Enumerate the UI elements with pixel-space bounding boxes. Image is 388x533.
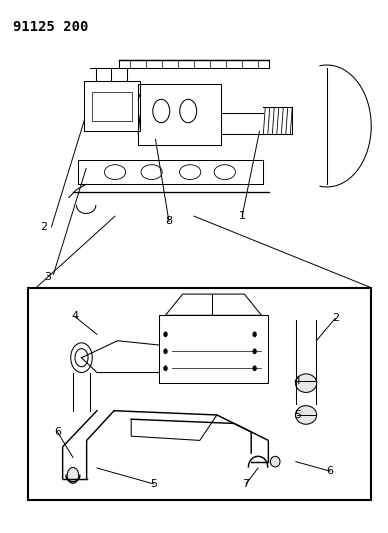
Text: 5: 5 [294, 410, 301, 420]
Text: 3: 3 [44, 272, 51, 282]
Text: 5: 5 [150, 479, 157, 489]
Text: 6: 6 [54, 427, 61, 437]
Circle shape [67, 467, 79, 483]
Circle shape [253, 332, 256, 337]
Circle shape [253, 366, 256, 371]
Text: 2: 2 [332, 313, 339, 324]
Text: 6: 6 [327, 466, 334, 476]
Text: 1: 1 [239, 211, 246, 221]
Ellipse shape [296, 374, 317, 392]
Circle shape [164, 366, 167, 371]
Ellipse shape [296, 406, 317, 424]
Circle shape [164, 349, 167, 354]
Text: 4: 4 [294, 376, 301, 386]
Ellipse shape [270, 456, 280, 467]
Text: 7: 7 [242, 479, 249, 489]
Circle shape [253, 349, 256, 354]
Text: 4: 4 [71, 311, 78, 321]
Text: 8: 8 [165, 216, 173, 227]
Circle shape [164, 332, 167, 337]
Text: 2: 2 [40, 222, 47, 232]
Text: 91125 200: 91125 200 [13, 20, 88, 34]
